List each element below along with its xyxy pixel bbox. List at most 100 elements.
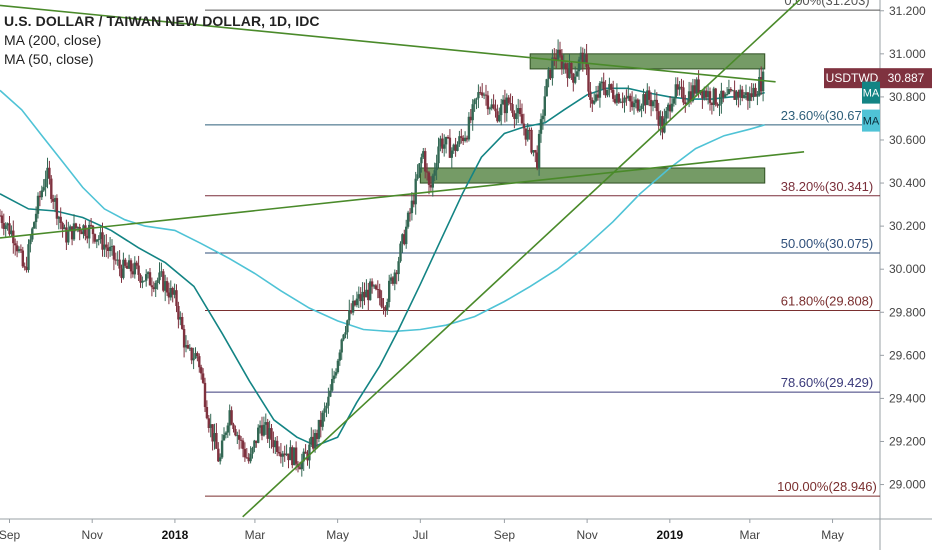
candle-body[interactable] (463, 137, 467, 141)
candle-body[interactable] (737, 91, 740, 98)
candle-body[interactable] (543, 96, 546, 116)
candle-body[interactable] (437, 146, 440, 164)
candle-body[interactable] (380, 298, 383, 307)
candle-body[interactable] (319, 419, 322, 427)
candle-body[interactable] (25, 266, 28, 271)
candle-body[interactable] (327, 396, 330, 406)
candle-body[interactable] (205, 407, 209, 419)
candle-body[interactable] (219, 457, 222, 462)
candle-body[interactable] (520, 114, 524, 124)
candle-body[interactable] (190, 347, 193, 361)
candle-body[interactable] (760, 77, 763, 92)
candle-body[interactable] (568, 62, 571, 79)
candle-body[interactable] (194, 353, 197, 359)
candle-body[interactable] (50, 178, 53, 200)
candle-body[interactable] (165, 281, 169, 293)
candle-body[interactable] (365, 289, 368, 298)
candle-body[interactable] (146, 272, 150, 275)
candle-body[interactable] (118, 259, 121, 269)
candle-body[interactable] (338, 352, 341, 361)
candle-body[interactable] (475, 98, 478, 100)
candle-body[interactable] (281, 453, 284, 457)
candle-body[interactable] (513, 113, 516, 119)
candle-body[interactable] (167, 292, 171, 298)
candle-body[interactable] (536, 152, 539, 169)
candle-body[interactable] (209, 424, 212, 428)
candle-body[interactable] (363, 291, 366, 298)
candle-body[interactable] (465, 137, 469, 140)
candle-body[interactable] (105, 244, 108, 248)
candle-body[interactable] (488, 108, 491, 110)
candle-body[interactable] (744, 92, 748, 96)
candle-body[interactable] (88, 224, 91, 239)
candle-body[interactable] (348, 310, 351, 321)
candle-body[interactable] (34, 213, 38, 223)
candle-body[interactable] (300, 461, 303, 470)
candle-body[interactable] (570, 62, 573, 74)
candle-body[interactable] (678, 86, 681, 90)
candle-body[interactable] (581, 52, 584, 63)
candle-body[interactable] (357, 294, 360, 299)
candle-body[interactable] (108, 246, 112, 251)
candle-body[interactable] (86, 235, 89, 239)
candle-body[interactable] (65, 227, 68, 243)
candle-body[interactable] (107, 247, 110, 252)
candle-body[interactable] (323, 408, 326, 413)
candle-body[interactable] (564, 63, 567, 70)
candle-body[interactable] (598, 83, 602, 98)
candle-body[interactable] (110, 245, 114, 247)
candle-body[interactable] (57, 216, 60, 219)
candle-body[interactable] (682, 87, 685, 103)
candle-body[interactable] (353, 300, 357, 306)
candle-body[interactable] (188, 347, 191, 349)
candle-body[interactable] (646, 90, 649, 106)
candle-body[interactable] (672, 98, 676, 104)
candle-body[interactable] (2, 223, 5, 229)
candle-body[interactable] (462, 137, 465, 141)
candle-body[interactable] (560, 55, 564, 69)
candle-body[interactable] (374, 285, 378, 289)
candle-body[interactable] (126, 265, 129, 269)
candle-body[interactable] (420, 157, 423, 164)
candle-body[interactable] (441, 138, 444, 149)
candle-body[interactable] (593, 100, 596, 104)
candle-body[interactable] (501, 99, 505, 105)
candle-body[interactable] (608, 84, 611, 90)
candle-body[interactable] (287, 453, 290, 461)
candle-body[interactable] (253, 440, 256, 448)
candle-body[interactable] (733, 90, 736, 100)
candle-body[interactable] (589, 91, 592, 101)
candle-body[interactable] (226, 425, 229, 433)
candle-body[interactable] (452, 144, 455, 151)
candle-body[interactable] (403, 234, 406, 245)
candle-body[interactable] (522, 123, 526, 129)
candle-body[interactable] (553, 57, 556, 59)
candle-body[interactable] (604, 89, 607, 96)
candle-body[interactable] (481, 92, 484, 96)
candle-body[interactable] (456, 144, 459, 151)
candle-body[interactable] (545, 79, 548, 97)
candle-body[interactable] (154, 283, 157, 290)
candle-body[interactable] (515, 113, 518, 120)
candle-body[interactable] (602, 81, 605, 90)
candle-body[interactable] (89, 224, 93, 226)
candle-body[interactable] (727, 89, 731, 95)
candle-body[interactable] (587, 67, 590, 92)
candle-body[interactable] (477, 92, 480, 99)
candle-body[interactable] (412, 200, 415, 205)
candle-body[interactable] (291, 447, 294, 466)
candle-body[interactable] (6, 223, 9, 226)
candle-body[interactable] (655, 99, 658, 112)
candle-body[interactable] (716, 104, 719, 106)
candle-body[interactable] (425, 171, 429, 173)
candle-body[interactable] (351, 300, 355, 313)
candle-body[interactable] (414, 178, 417, 205)
candle-body[interactable] (539, 119, 543, 134)
candle-body[interactable] (91, 225, 95, 235)
candle-body[interactable] (406, 212, 410, 227)
candle-body[interactable] (454, 144, 457, 151)
candle-body[interactable] (668, 104, 672, 112)
candle-body[interactable] (308, 444, 311, 461)
candle-body[interactable] (127, 260, 131, 269)
